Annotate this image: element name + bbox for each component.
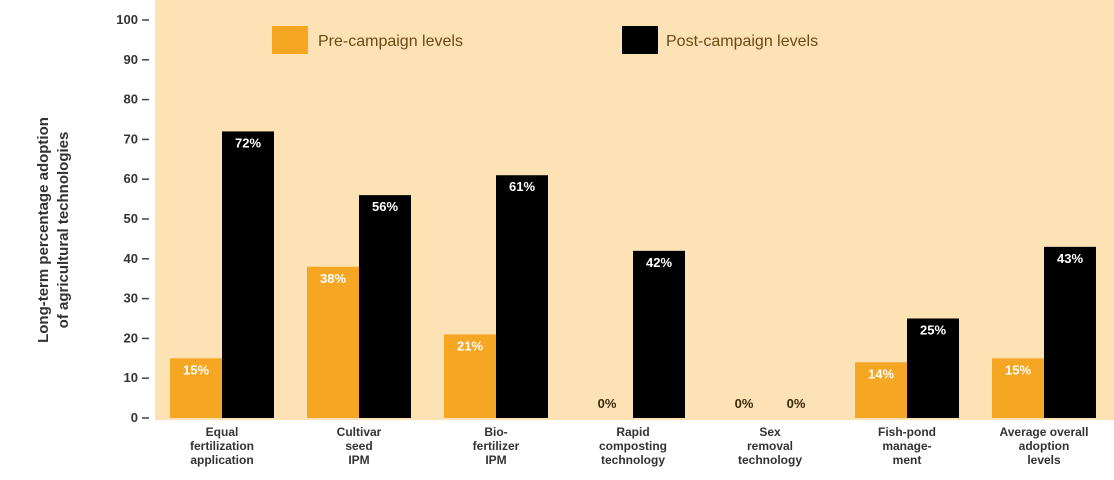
bar-value-label: 0%: [598, 396, 617, 411]
y-tick-label: 60: [124, 171, 138, 186]
pre-campaign-bar: [307, 266, 359, 418]
bar-value-label: 25%: [920, 323, 946, 338]
y-tick-label: 10: [124, 370, 138, 385]
y-axis-label-line: Long-term percentage adoption: [35, 117, 52, 343]
x-category-label: fertilizer: [473, 439, 520, 453]
x-category-label: Average overall: [1000, 425, 1089, 439]
bar-value-label: 14%: [868, 366, 894, 381]
bars: 15% 72% 38% 56% 21% 61% 0% 42% 0% 0% 14% 25% 15% 43%: [170, 131, 1096, 418]
y-tick-label: 0: [131, 410, 138, 425]
bar-value-label: 43%: [1057, 251, 1083, 266]
bar-value-label: 38%: [320, 271, 346, 286]
bar-value-label: 0%: [787, 396, 806, 411]
legend-label: Post-campaign levels: [666, 33, 818, 50]
post-campaign-bar: [359, 195, 411, 418]
x-category-label: Equal: [206, 425, 239, 439]
post-campaign-bar: [633, 250, 685, 418]
x-category-label: levels: [1027, 453, 1061, 467]
bar-value-label: 15%: [183, 362, 209, 377]
x-category-label: Cultivar: [337, 425, 382, 439]
x-category-label: technology: [601, 453, 665, 467]
x-category-label: adoption: [1019, 439, 1070, 453]
y-axis: 0 10 20 30 40 50 60 70 80 90 100: [116, 12, 149, 425]
legend: Pre-campaign levels Post-campaign levels: [272, 26, 818, 54]
y-axis-label: Long-term percentage adoption of agricult…: [35, 117, 72, 343]
y-tick-label: 40: [124, 251, 138, 266]
x-category-label: ment: [893, 453, 922, 467]
post-campaign-bar: [907, 318, 959, 418]
x-category-label: Sex: [759, 425, 781, 439]
y-tick-label: 70: [124, 131, 138, 146]
y-tick-label: 50: [124, 211, 138, 226]
bar-value-label: 15%: [1005, 362, 1031, 377]
y-axis-label-line: of agricultural technologies: [55, 132, 72, 329]
pre-campaign-bar: [444, 334, 496, 418]
legend-swatch: [622, 26, 658, 54]
x-category-label: Bio-: [484, 425, 507, 439]
x-category-label: fertilization: [190, 439, 254, 453]
y-tick-label: 90: [124, 52, 138, 67]
x-category-label: manage-: [882, 439, 931, 453]
y-tick-label: 30: [124, 291, 138, 306]
x-category-label: removal: [747, 439, 793, 453]
legend-swatch: [272, 26, 308, 54]
post-campaign-bar: [496, 175, 548, 418]
y-tick-label: 20: [124, 330, 138, 345]
x-category-label: Fish-pond: [878, 425, 936, 439]
y-tick-label: 100: [116, 12, 138, 27]
post-campaign-bar: [222, 131, 274, 418]
bar-value-label: 42%: [646, 255, 672, 270]
bar-value-label: 0%: [735, 396, 754, 411]
pre-campaign-bar: [170, 358, 222, 418]
bar-value-label: 72%: [235, 135, 261, 150]
bar-value-label: 56%: [372, 199, 398, 214]
bar-value-label: 21%: [457, 338, 483, 353]
post-campaign-bar: [1044, 246, 1096, 418]
x-category-label: composting: [599, 439, 667, 453]
x-category-label: Rapid: [616, 425, 649, 439]
pre-campaign-bar: [992, 358, 1044, 418]
legend-label: Pre-campaign levels: [318, 33, 463, 50]
x-category-label: technology: [738, 453, 802, 467]
x-category-label: application: [190, 453, 253, 467]
x-category-label: IPM: [485, 453, 506, 467]
x-category-label: seed: [345, 439, 372, 453]
pre-campaign-bar: [855, 362, 907, 418]
x-category-label: IPM: [348, 453, 369, 467]
y-tick-label: 80: [124, 92, 138, 107]
bar-value-label: 61%: [509, 179, 535, 194]
